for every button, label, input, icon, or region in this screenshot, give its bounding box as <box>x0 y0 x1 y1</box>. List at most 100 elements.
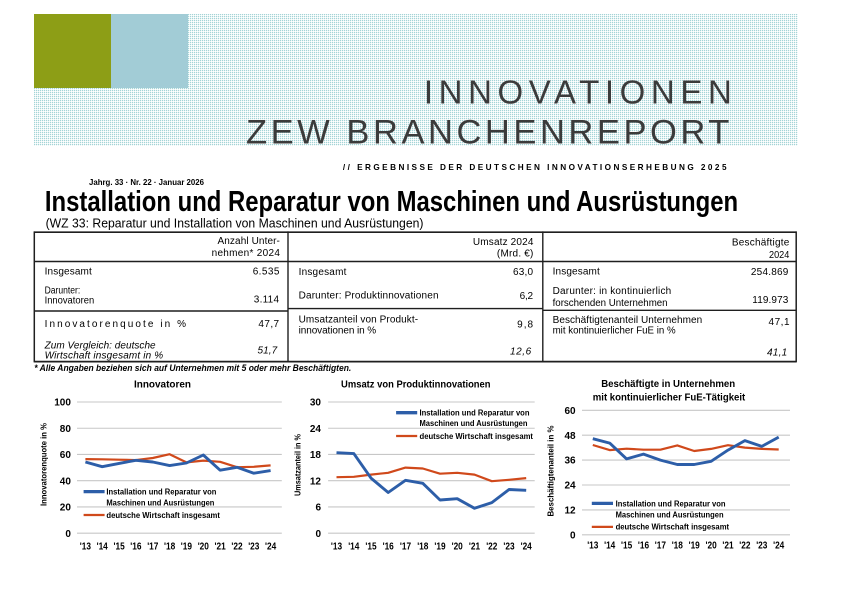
svg-text:Wirtschaft insgesamt in %: Wirtschaft insgesamt in % <box>45 351 164 362</box>
svg-text:100: 100 <box>54 398 71 409</box>
svg-text:'24: '24 <box>265 540 276 552</box>
svg-text:24: 24 <box>310 424 322 435</box>
svg-text:Maschinen und Ausrüstungen: Maschinen und Ausrüstungen <box>616 511 724 520</box>
svg-text:'19: '19 <box>689 540 700 552</box>
svg-text:nehmen* 2024: nehmen* 2024 <box>212 248 281 259</box>
svg-text:Innovatoren: Innovatoren <box>134 378 191 390</box>
svg-text:40: 40 <box>60 476 72 487</box>
svg-text:Anzahl Unter-: Anzahl Unter- <box>218 236 280 247</box>
svg-text:Maschinen und Ausrüstungen: Maschinen und Ausrüstungen <box>420 419 528 428</box>
svg-text:'20: '20 <box>452 540 463 552</box>
svg-text:'22: '22 <box>739 540 750 552</box>
svg-text:'23: '23 <box>248 540 259 552</box>
svg-text:Maschinen und Ausrüstungen: Maschinen und Ausrüstungen <box>106 498 214 507</box>
svg-text:mit kontinuierlicher FuE in %: mit kontinuierlicher FuE in % <box>553 325 676 336</box>
svg-text:mit kontinuierlicher FuE-Tätig: mit kontinuierlicher FuE-Tätigkeit <box>593 391 746 403</box>
svg-text:INNOVATIONEN: INNOVATIONEN <box>424 74 732 111</box>
svg-text:Insgesamt: Insgesamt <box>45 267 92 278</box>
svg-text:forschenden Unternehmen: forschenden Unternehmen <box>553 298 668 309</box>
svg-text:3.114: 3.114 <box>254 295 280 306</box>
svg-text:'17: '17 <box>655 540 666 552</box>
svg-text:Umsatzanteil in %: Umsatzanteil in % <box>294 434 303 496</box>
svg-text:'17: '17 <box>400 540 411 552</box>
svg-text:48: 48 <box>564 431 576 442</box>
svg-text:'19: '19 <box>181 540 192 552</box>
svg-text:'24: '24 <box>521 540 532 552</box>
svg-text:deutsche Wirtschaft insgesamt: deutsche Wirtschaft insgesamt <box>616 523 730 532</box>
svg-text:'14: '14 <box>348 540 359 552</box>
svg-text:'17: '17 <box>147 540 158 552</box>
svg-text:'18: '18 <box>164 540 175 552</box>
svg-text:'22: '22 <box>231 540 242 552</box>
svg-text:'23: '23 <box>503 540 514 552</box>
svg-text:Innovatoren: Innovatoren <box>45 296 95 307</box>
svg-text:47,1: 47,1 <box>769 317 790 328</box>
svg-text:51,7: 51,7 <box>258 346 278 357</box>
svg-text:60: 60 <box>60 450 72 461</box>
svg-text:Umsatz 2024: Umsatz 2024 <box>473 237 534 248</box>
svg-text:* Alle Angaben beziehen sich a: * Alle Angaben beziehen sich auf Unterne… <box>34 363 351 373</box>
svg-text:Insgesamt: Insgesamt <box>553 267 600 278</box>
svg-text:'13: '13 <box>331 540 342 552</box>
svg-text:80: 80 <box>60 424 72 435</box>
svg-text:12: 12 <box>564 506 576 517</box>
svg-text:12,6: 12,6 <box>510 347 532 358</box>
svg-text:'13: '13 <box>587 540 598 552</box>
svg-text:'14: '14 <box>604 540 615 552</box>
svg-text:'15: '15 <box>621 540 632 552</box>
svg-text:'21: '21 <box>215 540 226 552</box>
svg-text:Darunter: in kontinuierlich: Darunter: in kontinuierlich <box>553 286 672 297</box>
svg-text:47,7: 47,7 <box>258 319 279 330</box>
svg-text:'24: '24 <box>773 540 784 552</box>
svg-text:20: 20 <box>60 503 72 514</box>
svg-text:'20: '20 <box>198 540 209 552</box>
svg-text:Darunter:: Darunter: <box>45 286 81 297</box>
svg-text:Installation und Reparatur von: Installation und Reparatur von <box>106 488 216 497</box>
svg-text:deutsche Wirtschaft insgesamt: deutsche Wirtschaft insgesamt <box>106 511 220 520</box>
svg-text:Beschäftigte: Beschäftigte <box>732 238 790 249</box>
svg-text:Beschäftigtenanteil in %: Beschäftigtenanteil in % <box>546 426 555 517</box>
svg-text:41,1: 41,1 <box>767 347 787 358</box>
svg-text:0: 0 <box>315 529 321 540</box>
svg-text:// ERGEBNISSE DER DEUTSCHEN IN: // ERGEBNISSE DER DEUTSCHEN INNOVATIONSE… <box>343 163 727 172</box>
svg-text:'20: '20 <box>706 540 717 552</box>
svg-text:'15: '15 <box>365 540 376 552</box>
svg-text:6: 6 <box>315 503 321 514</box>
svg-text:Installation und Reparatur von: Installation und Reparatur von Maschinen… <box>45 186 738 218</box>
svg-text:Beschäftigtenanteil Unternehme: Beschäftigtenanteil Unternehmen <box>553 315 703 326</box>
svg-text:Zum Vergleich: deutsche: Zum Vergleich: deutsche <box>44 340 156 351</box>
svg-text:'21: '21 <box>469 540 480 552</box>
svg-text:Beschäftigte in Unternehmen: Beschäftigte in Unternehmen <box>601 378 735 390</box>
svg-text:Innovatorenquote in %: Innovatorenquote in % <box>40 423 49 506</box>
svg-text:Innovatorenquote in %: Innovatorenquote in % <box>45 319 186 330</box>
svg-text:Installation und Reparatur von: Installation und Reparatur von <box>420 409 530 418</box>
svg-text:60: 60 <box>564 406 576 417</box>
svg-text:6,2: 6,2 <box>520 291 534 302</box>
svg-text:'18: '18 <box>417 540 428 552</box>
svg-text:12: 12 <box>310 476 322 487</box>
svg-text:0: 0 <box>65 529 71 540</box>
svg-text:'16: '16 <box>383 540 394 552</box>
svg-text:(Mrd. €): (Mrd. €) <box>497 249 534 260</box>
svg-text:18: 18 <box>310 450 322 461</box>
svg-text:'21: '21 <box>722 540 733 552</box>
svg-text:Jahrg. 33 · Nr. 22 · Januar 20: Jahrg. 33 · Nr. 22 · Januar 2026 <box>89 178 205 187</box>
svg-text:9,8: 9,8 <box>517 320 533 331</box>
svg-text:ZEW BRANCHENREPORT: ZEW BRANCHENREPORT <box>246 113 729 151</box>
svg-text:254.869: 254.869 <box>751 267 789 278</box>
svg-text:119.973: 119.973 <box>752 295 788 306</box>
svg-text:'15: '15 <box>114 540 125 552</box>
svg-text:deutsche Wirtschaft insgesamt: deutsche Wirtschaft insgesamt <box>420 432 534 441</box>
svg-text:'18: '18 <box>672 540 683 552</box>
svg-text:36: 36 <box>564 456 576 467</box>
svg-text:Darunter: Produktinnovationen: Darunter: Produktinnovationen <box>299 290 439 301</box>
svg-text:Insgesamt: Insgesamt <box>299 267 347 278</box>
svg-text:'13: '13 <box>80 540 91 552</box>
svg-text:'16: '16 <box>130 540 141 552</box>
svg-text:6.535: 6.535 <box>253 267 280 278</box>
svg-text:Umsatz von Produktinnovationen: Umsatz von Produktinnovationen <box>341 378 491 390</box>
svg-text:Installation und Reparatur von: Installation und Reparatur von <box>616 499 726 508</box>
svg-text:(WZ 33: Reparatur und Installa: (WZ 33: Reparatur und Installation von M… <box>46 215 424 230</box>
svg-text:Umsatzanteil von Produkt-: Umsatzanteil von Produkt- <box>299 315 419 326</box>
svg-text:'23: '23 <box>756 540 767 552</box>
